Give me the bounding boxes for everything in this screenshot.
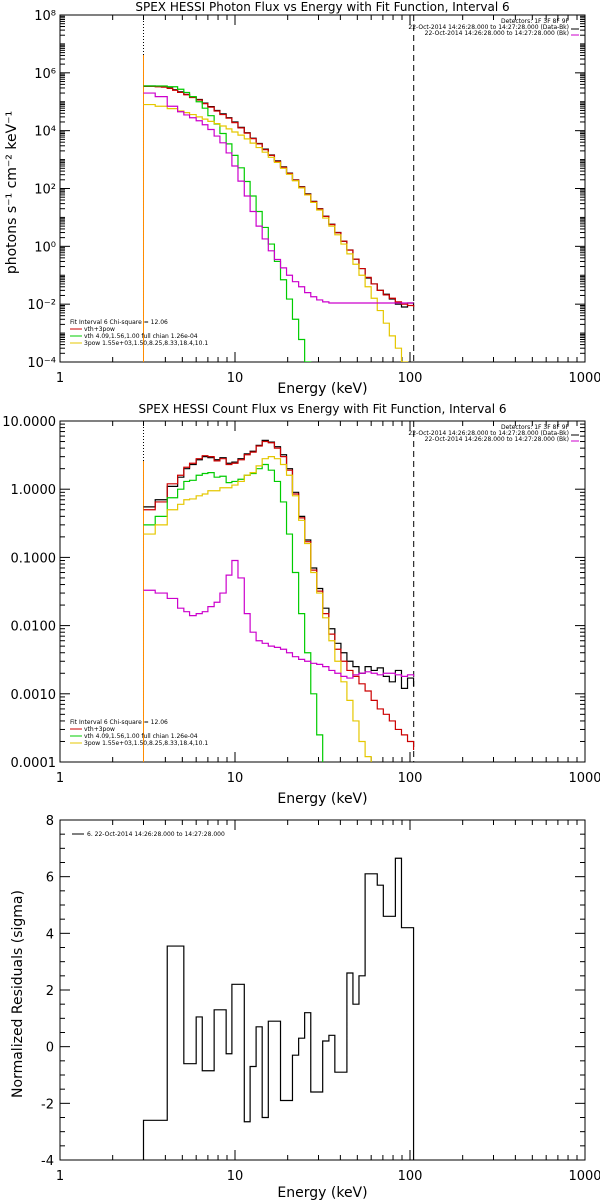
info-text-0: Detectors: 1F 3F 8F 9F [501, 424, 570, 431]
fit-legend-text-2: vth 4.09,1.56,1.00 full chian 1.26e-04 [84, 733, 198, 740]
y-tick-label: 10⁰ [34, 240, 56, 255]
fit-legend-text-3: 3pow 1.55e+03,1.50,8.25,8.33,18.4,10.1 [84, 740, 208, 747]
series-group [143, 85, 415, 362]
x-axis-label: Energy (keV) [277, 381, 367, 397]
x-tick-label: 1 [56, 771, 64, 786]
info-text-1: 22-Oct-2014 14:26:28.000 to 14:27:28.000… [408, 430, 569, 437]
y-axis-label: Normalized Residuals (sigma) [10, 890, 26, 1098]
x-tick-label: 100 [398, 771, 423, 786]
y-tick-label: 6 [46, 871, 54, 886]
y-tick-label: 4 [46, 927, 54, 942]
plot-frame [59, 14, 586, 363]
x-tick-label: 10 [227, 371, 244, 386]
y-tick-label: 0 [46, 1041, 54, 1056]
panel-3: 1 10 100 1000 -4 -2 0 2 4 6 8 Energy (keV) Normalize… [10, 814, 600, 1200]
y-tick-label: 0.0001 [11, 756, 57, 771]
x-tick-label: 10 [227, 771, 244, 786]
series-line-0 [143, 439, 415, 689]
y-tick-label: 0.1000 [11, 551, 57, 566]
series-line-4 [143, 559, 415, 679]
chart-title: SPEX HESSI Photon Flux vs Energy with Fi… [135, 0, 509, 14]
series-line-3 [143, 103, 409, 362]
x-tick-label: 1 [56, 1169, 64, 1184]
y-tick-label: 10⁻⁴ [27, 356, 56, 371]
series-line-3 [143, 456, 372, 762]
series-line-4 [143, 92, 414, 304]
fit-legend-text-1: vth+3pow [84, 726, 115, 733]
y-axis-label: photons s⁻¹ cm⁻² keV⁻¹ [4, 111, 20, 274]
series-line-2 [143, 85, 312, 362]
y-tick-label: 0.0010 [11, 688, 57, 703]
residual-legend-text: 6. 22-Oct-2014 14:26:28.000 to 14:27:28.… [87, 831, 225, 838]
y-tick-label: -2 [41, 1097, 54, 1112]
plot-frame [59, 819, 586, 1161]
info-text-0: Detectors: 1F 3F 8F 9F [501, 18, 570, 25]
series-line-0 [143, 85, 415, 308]
y-tick-label: 10⁶ [34, 67, 56, 82]
fit-legend-text-1: vth+3pow [84, 326, 115, 333]
info-text-2: 22-Oct-2014 14:26:28.000 to 14:27:28.000… [425, 30, 569, 37]
fit-legend-text-0: Fit Interval 6 Chi-square = 12.06 [70, 319, 168, 326]
x-tick-label: 100 [398, 1169, 423, 1184]
y-tick-label: 10⁸ [34, 9, 56, 24]
series-line-2 [143, 463, 324, 762]
x-tick-label: 1000 [568, 371, 600, 386]
fit-legend-text-3: 3pow 1.55e+03,1.50,8.25,8.33,18.4,10.1 [84, 340, 208, 347]
y-tick-label: -4 [41, 1154, 54, 1169]
y-tick-label: 2 [46, 984, 54, 999]
x-tick-label: 1 [56, 371, 64, 386]
series-line-0 [142, 857, 415, 1160]
x-tick-label: 100 [398, 371, 423, 386]
y-tick-label: 10⁴ [34, 125, 56, 140]
y-tick-label: 0.0100 [11, 620, 57, 635]
x-axis-label: Energy (keV) [277, 1185, 367, 1200]
y-tick-label: 10² [34, 183, 56, 198]
y-tick-label: 10.0000 [2, 415, 56, 430]
y-tick-label: 1.0000 [11, 483, 57, 498]
fit-legend-text-2: vth 4.09,1.56,1.00 full chian 1.26e-04 [84, 333, 198, 340]
y-tick-label: 10⁻² [27, 298, 56, 313]
chart-title: SPEX HESSI Count Flux vs Energy with Fit… [138, 402, 506, 416]
series-group [142, 857, 415, 1160]
y-tick-label: 8 [46, 814, 54, 829]
x-tick-label: 10 [227, 1169, 244, 1184]
x-axis-label: Energy (keV) [277, 791, 367, 807]
info-text-1: 22-Oct-2014 14:26:28.000 to 14:27:28.000… [408, 24, 569, 31]
fit-legend-text-0: Fit Interval 6 Chi-square = 12.06 [70, 719, 168, 726]
x-tick-label: 1000 [568, 1169, 600, 1184]
x-tick-label: 1000 [568, 771, 600, 786]
series-line-1 [143, 85, 415, 307]
panel-2: 1 10 100 1000 0.0001 0.0010 0.0100 0.1000 1.0000… [2, 402, 600, 807]
series-group [143, 439, 415, 762]
panel-1: 1 10 100 1000 10⁻⁴ 10⁻² 10⁰ 10² 10⁴ 10⁶ 10⁸ SPEX HE… [4, 0, 600, 397]
info-text-2: 22-Oct-2014 14:26:28.000 to 14:27:28.000… [425, 436, 569, 443]
